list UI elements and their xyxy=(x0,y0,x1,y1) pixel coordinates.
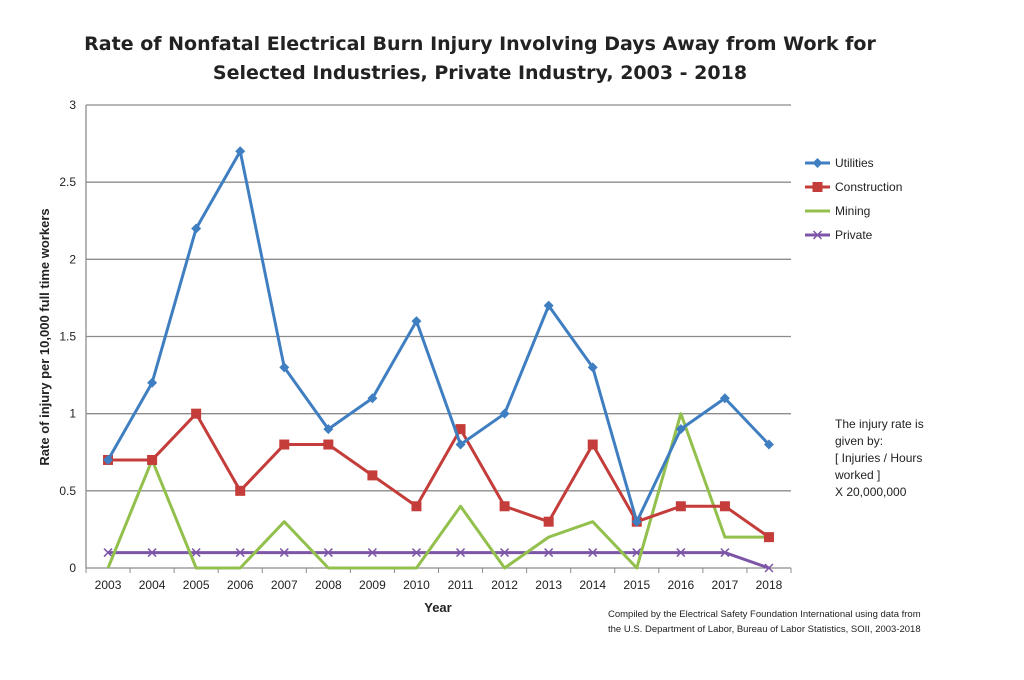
data-point-private xyxy=(500,548,510,558)
series-line-private xyxy=(108,551,770,570)
data-point-private xyxy=(235,548,245,558)
y-tick-label: 1.5 xyxy=(59,330,76,344)
y-tick-label: 2.5 xyxy=(59,175,76,189)
data-point-utilities xyxy=(499,408,510,419)
data-point-utilities xyxy=(235,146,246,157)
data-point-construction xyxy=(675,501,686,512)
annotation-line: The injury rate is xyxy=(835,417,924,431)
y-tick-label: 0.5 xyxy=(59,484,76,498)
x-tick-label: 2011 xyxy=(448,578,474,592)
chart-title-line-1: Rate of Nonfatal Electrical Burn Injury … xyxy=(84,33,876,55)
data-point-utilities xyxy=(675,424,686,435)
data-point-construction xyxy=(235,485,246,496)
x-tick-label: 2007 xyxy=(271,578,298,592)
data-point-construction xyxy=(543,516,554,527)
data-point-utilities xyxy=(411,316,422,327)
x-tick-label: 2008 xyxy=(315,578,342,592)
data-point-construction xyxy=(719,501,730,512)
data-point-utilities xyxy=(631,516,642,527)
data-point-construction xyxy=(147,454,158,465)
y-tick-label: 1 xyxy=(69,407,76,421)
data-point-private xyxy=(764,563,774,573)
annotation-line: X 20,000,000 xyxy=(835,485,907,499)
data-point-utilities xyxy=(543,300,554,311)
data-point-private xyxy=(279,548,289,558)
y-tick-label: 2 xyxy=(69,252,76,266)
footnote-line: Compiled by the Electrical Safety Founda… xyxy=(608,609,921,620)
annotation-line: worked ] xyxy=(834,468,880,482)
data-point-utilities xyxy=(763,439,774,450)
data-point-construction xyxy=(323,439,334,450)
data-point-private xyxy=(456,548,466,558)
legend-label-construction: Construction xyxy=(835,180,902,194)
data-point-construction xyxy=(499,501,510,512)
legend-marker-construction xyxy=(812,182,823,192)
legend-marker-utilities xyxy=(812,158,823,168)
x-tick-label: 2018 xyxy=(756,578,783,592)
series-line-construction xyxy=(108,412,770,539)
data-point-private xyxy=(191,548,201,558)
data-point-construction xyxy=(587,439,598,450)
data-point-construction xyxy=(763,532,774,543)
chart-title-line-2: Selected Industries, Private Industry, 2… xyxy=(213,62,747,84)
series-line-mining xyxy=(106,412,769,570)
data-point-private xyxy=(103,548,113,558)
data-point-private xyxy=(544,548,554,558)
data-point-utilities xyxy=(323,424,334,435)
annotation-line: given by: xyxy=(835,434,883,448)
x-tick-label: 2012 xyxy=(491,578,518,592)
x-tick-label: 2005 xyxy=(183,578,210,592)
data-point-utilities xyxy=(147,377,158,388)
series-line-utilities xyxy=(106,149,771,524)
data-point-utilities xyxy=(719,393,730,404)
data-point-utilities xyxy=(455,439,466,450)
x-tick-label: 2014 xyxy=(579,578,606,592)
data-point-construction xyxy=(455,424,466,435)
data-point-construction xyxy=(367,470,378,481)
data-point-utilities xyxy=(367,393,378,404)
legend-label-utilities: Utilities xyxy=(835,156,874,170)
legend-label-private: Private xyxy=(835,228,873,242)
data-point-utilities xyxy=(279,362,290,373)
x-tick-label: 2016 xyxy=(667,578,694,592)
x-axis-label: Year xyxy=(424,600,451,615)
x-tick-label: 2015 xyxy=(623,578,650,592)
y-tick-label: 3 xyxy=(69,98,76,112)
legend-label-mining: Mining xyxy=(835,204,870,218)
data-point-construction xyxy=(191,408,202,419)
data-point-private xyxy=(323,548,333,558)
data-point-utilities xyxy=(191,223,202,234)
legend-marker-private xyxy=(812,230,823,240)
annotation-line: [ Injuries / Hours xyxy=(835,451,922,465)
data-point-private xyxy=(676,548,686,558)
x-tick-label: 2010 xyxy=(403,578,430,592)
data-point-private xyxy=(720,548,730,558)
x-tick-label: 2017 xyxy=(712,578,739,592)
data-point-utilities xyxy=(103,454,114,465)
data-point-construction xyxy=(411,501,422,512)
data-point-private xyxy=(411,548,421,558)
x-tick-label: 2004 xyxy=(139,578,166,592)
data-point-construction xyxy=(279,439,290,450)
data-point-utilities xyxy=(587,362,598,373)
x-tick-label: 2006 xyxy=(227,578,254,592)
y-axis-label: Rate of injury per 10,000 full time work… xyxy=(37,208,52,465)
footnote-line: the U.S. Department of Labor, Bureau of … xyxy=(608,624,921,635)
data-point-private xyxy=(588,548,598,558)
x-tick-label: 2013 xyxy=(535,578,562,592)
x-tick-label: 2003 xyxy=(95,578,122,592)
data-point-private xyxy=(147,548,157,558)
y-tick-label: 0 xyxy=(69,561,76,575)
x-tick-label: 2009 xyxy=(359,578,386,592)
data-point-private xyxy=(367,548,377,558)
